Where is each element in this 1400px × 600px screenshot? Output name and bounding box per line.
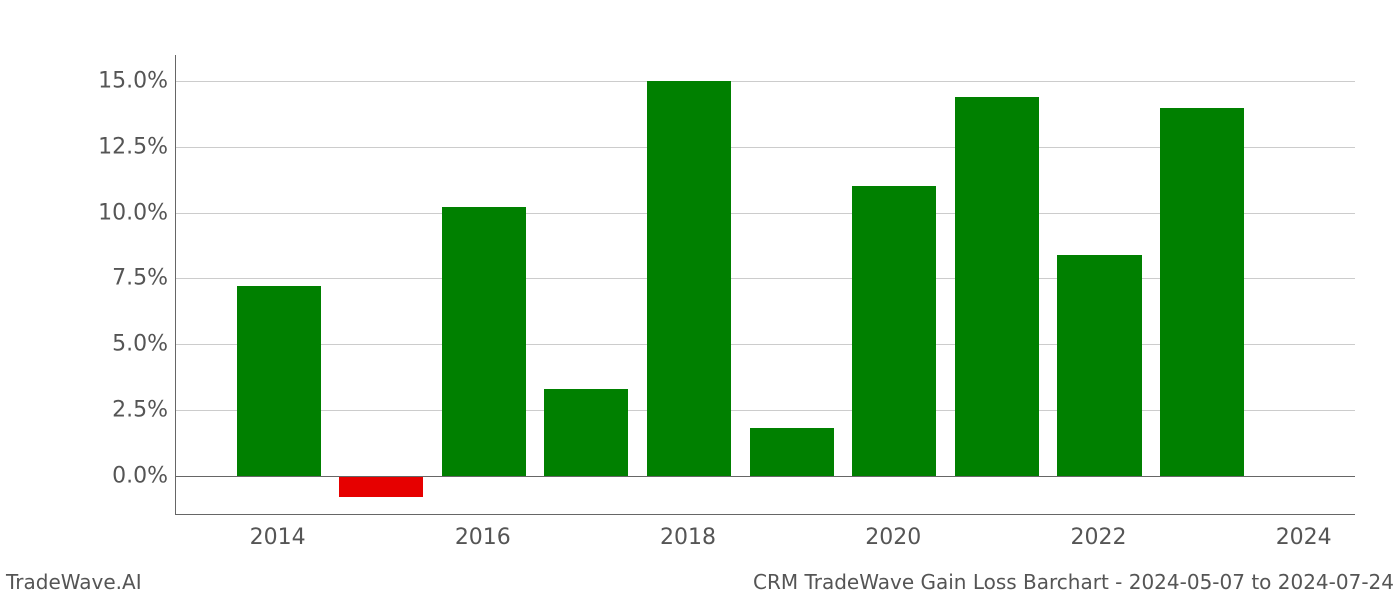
xtick-label: 2024 (1276, 525, 1332, 550)
bar (544, 389, 628, 476)
xtick-label: 2022 (1070, 525, 1126, 550)
xtick-label: 2016 (455, 525, 511, 550)
ytick-label: 7.5% (112, 266, 168, 291)
xtick-label: 2020 (865, 525, 921, 550)
xtick-label: 2014 (250, 525, 306, 550)
bar (237, 286, 321, 475)
plot-area (175, 55, 1355, 515)
ytick-label: 10.0% (98, 200, 168, 225)
gridline (176, 81, 1355, 82)
bar (955, 97, 1039, 476)
zero-line (176, 476, 1355, 478)
ytick-label: 0.0% (112, 463, 168, 488)
ytick-label: 15.0% (98, 69, 168, 94)
bar (852, 186, 936, 475)
xtick-label: 2018 (660, 525, 716, 550)
bar (442, 207, 526, 475)
footer-left-text: TradeWave.AI (6, 570, 142, 594)
ytick-label: 2.5% (112, 397, 168, 422)
footer-right-text: CRM TradeWave Gain Loss Barchart - 2024-… (753, 570, 1394, 594)
bar (750, 428, 834, 475)
bar (647, 81, 731, 475)
bar (1160, 108, 1244, 476)
bar (1057, 255, 1141, 476)
chart-container: TradeWave.AI CRM TradeWave Gain Loss Bar… (0, 0, 1400, 600)
bar (339, 476, 423, 497)
ytick-label: 12.5% (98, 135, 168, 160)
ytick-label: 5.0% (112, 332, 168, 357)
